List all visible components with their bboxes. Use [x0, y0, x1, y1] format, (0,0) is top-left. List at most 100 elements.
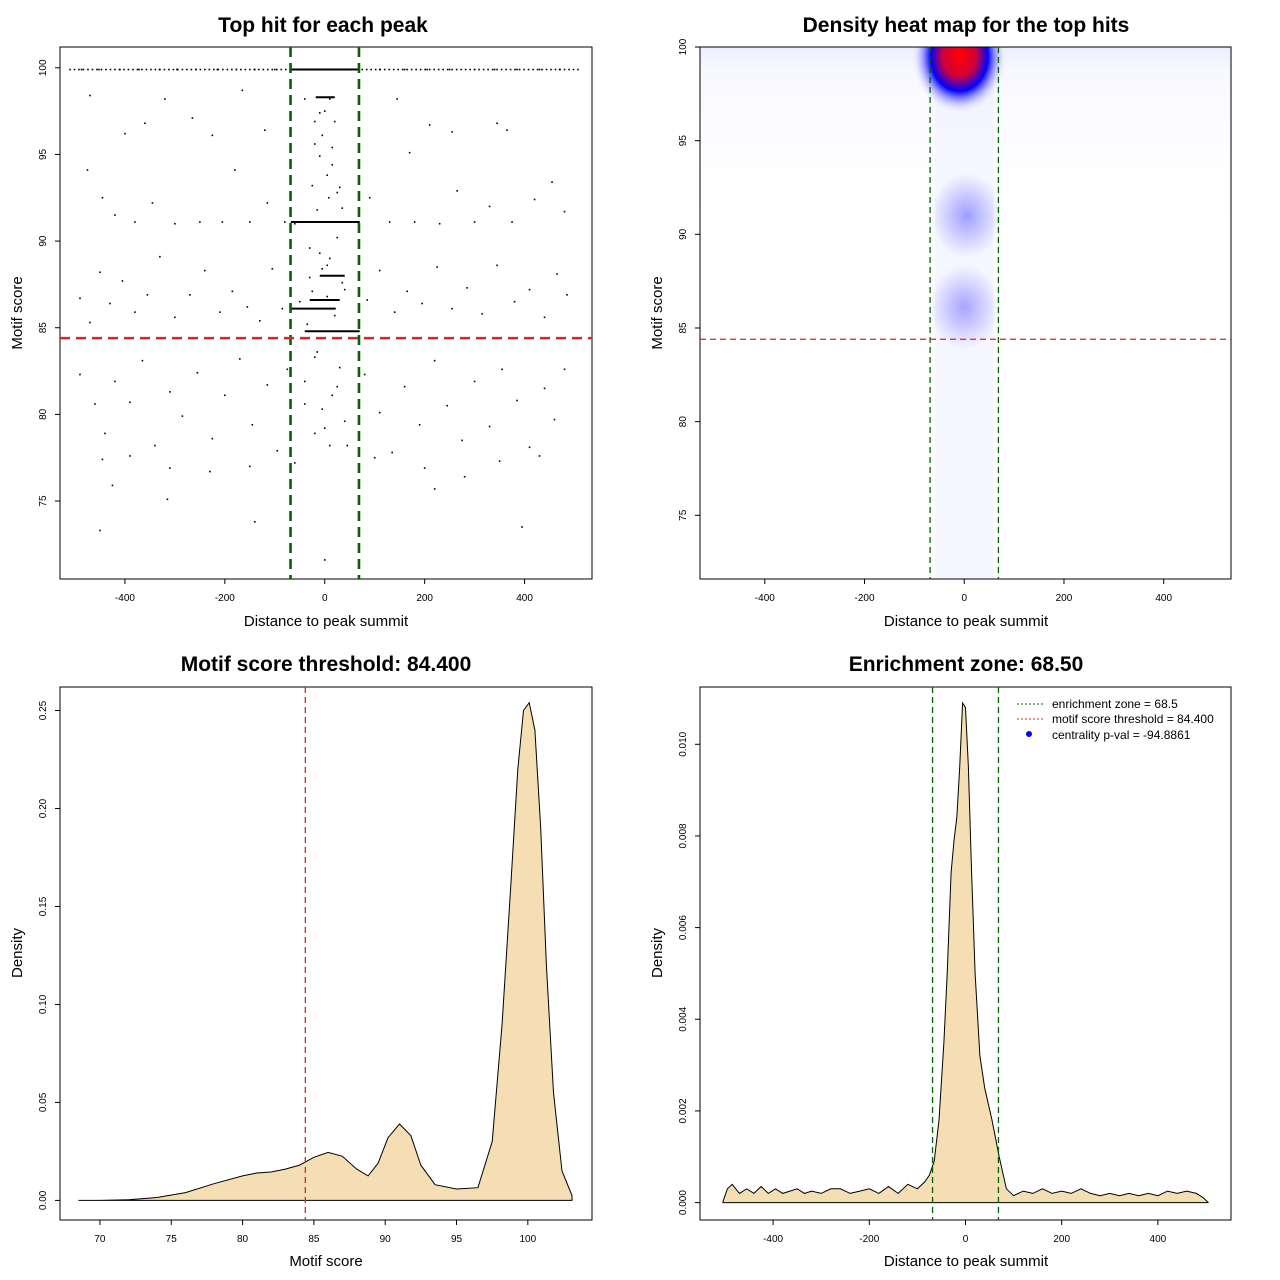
- scatter-point: [442, 68, 444, 71]
- scatter-point: [224, 394, 226, 397]
- panel-score-density: Motif score threshold: 84.400 Motif scor…: [9, 653, 593, 1270]
- scatter-point: [370, 68, 373, 71]
- scatter-point: [101, 458, 104, 461]
- scatter-point: [271, 268, 274, 270]
- scatter-point: [199, 68, 202, 71]
- scatter-point: [528, 446, 531, 449]
- scatter-point: [433, 359, 436, 362]
- scatter-point: [154, 444, 156, 447]
- scatter-point: [213, 68, 215, 71]
- scatter-point: [231, 68, 233, 71]
- distance-density-curve: [722, 701, 1209, 1204]
- scatter-point: [266, 384, 269, 386]
- scatter-point: [543, 316, 546, 319]
- scatter-point: [321, 408, 324, 410]
- scatter-point: [410, 68, 413, 71]
- scatter-point: [313, 120, 316, 123]
- y-tick-label: 80: [38, 408, 49, 420]
- y-tick-label: 0.000: [678, 1190, 689, 1215]
- x-tick-label: 200: [1053, 1234, 1070, 1245]
- heatmap-y-axis: 75 80 85 90 95 100: [678, 38, 700, 521]
- scatter-point: [78, 68, 80, 71]
- scatter-point: [267, 68, 269, 71]
- scatter-point: [563, 368, 566, 371]
- y-tick-label: 95: [38, 148, 49, 160]
- scatter-point: [195, 68, 197, 71]
- scatter-point: [124, 132, 126, 135]
- scatter-point: [114, 380, 116, 383]
- scatter-point: [403, 68, 406, 71]
- scatter-point: [316, 209, 319, 211]
- distance-density-xlabel: Distance to peak summit: [884, 1253, 1049, 1270]
- scatter-point: [326, 295, 329, 298]
- scatter-point: [217, 68, 220, 71]
- scatter-point: [343, 420, 346, 423]
- scatter-ylabel: Motif score: [9, 276, 26, 349]
- x-tick-label: -200: [859, 1234, 879, 1245]
- scatter-point: [448, 68, 451, 71]
- scatter-point: [338, 186, 341, 189]
- scatter-point: [514, 68, 516, 71]
- heatmap-xlabel: Distance to peak summit: [884, 613, 1049, 630]
- score-density-y-axis: 0.00 0.05 0.10 0.15 0.20 0.25: [38, 700, 60, 1210]
- scatter-point: [303, 98, 306, 100]
- scatter-point: [343, 288, 346, 291]
- x-tick-label: 200: [416, 593, 433, 604]
- scatter-point: [276, 449, 279, 452]
- scatter-point: [196, 371, 199, 374]
- scatter-point: [231, 290, 234, 293]
- scatter-point: [572, 68, 575, 71]
- scatter-point: [134, 311, 136, 313]
- scatter-point: [331, 164, 334, 166]
- x-tick-label: -400: [115, 593, 135, 604]
- scatter-plot-frame: [59, 46, 593, 580]
- scatter-point: [516, 68, 518, 71]
- scatter-point: [168, 68, 170, 71]
- heatmap-density: [700, 47, 1231, 579]
- scatter-point: [527, 68, 530, 71]
- scatter-point: [280, 68, 283, 71]
- x-tick-label: 80: [237, 1234, 249, 1245]
- scatter-point: [433, 68, 435, 71]
- scatter-point: [176, 68, 178, 71]
- scatter-point: [99, 271, 101, 274]
- scatter-point: [303, 380, 306, 383]
- scatter-point: [208, 68, 211, 71]
- scatter-point: [403, 385, 406, 388]
- scatter-point: [321, 268, 324, 270]
- scatter-point: [424, 68, 426, 71]
- scatter-point: [169, 467, 171, 469]
- scatter-point: [191, 117, 194, 119]
- scatter-point: [423, 467, 426, 469]
- scatter-point: [553, 418, 556, 421]
- scatter-point: [563, 68, 566, 71]
- scatter-point: [172, 68, 175, 71]
- x-tick-label: 200: [1056, 593, 1073, 604]
- x-tick-label: 85: [308, 1234, 320, 1245]
- y-tick-label: 0.10: [38, 994, 49, 1014]
- scatter-point: [438, 222, 441, 225]
- scatter-point: [338, 366, 341, 369]
- panel-scatter: Top hit for each peak Distance to peak s…: [9, 14, 593, 630]
- scatter-point: [341, 281, 344, 284]
- scatter-point: [316, 351, 319, 353]
- scatter-point: [446, 404, 448, 407]
- scatter-point: [538, 68, 541, 71]
- distance-density-reference-lines: [931, 687, 1000, 1220]
- scatter-point: [283, 221, 286, 223]
- y-tick-label: 90: [678, 228, 689, 240]
- scatter-point: [326, 264, 329, 267]
- scatter-point: [323, 559, 326, 561]
- scatter-point: [491, 68, 494, 71]
- scatter-point: [496, 264, 498, 267]
- scatter-point: [378, 411, 381, 414]
- scatter-point: [211, 437, 214, 440]
- y-tick-label: 0.004: [678, 1006, 689, 1031]
- scatter-point: [141, 359, 144, 362]
- x-tick-label: 70: [94, 1234, 106, 1245]
- scatter-point: [306, 323, 309, 326]
- scatter-point: [379, 68, 381, 71]
- y-tick-label: 80: [678, 416, 689, 428]
- scatter-point: [321, 134, 324, 137]
- heatmap-hotspot: [928, 265, 1001, 350]
